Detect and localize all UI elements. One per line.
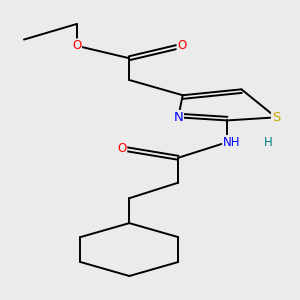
Text: H: H bbox=[264, 136, 273, 149]
Text: O: O bbox=[177, 39, 187, 52]
Text: O: O bbox=[117, 142, 126, 155]
Text: NH: NH bbox=[223, 136, 240, 149]
Text: S: S bbox=[272, 111, 280, 124]
Text: N: N bbox=[173, 111, 183, 124]
Text: O: O bbox=[72, 39, 81, 52]
